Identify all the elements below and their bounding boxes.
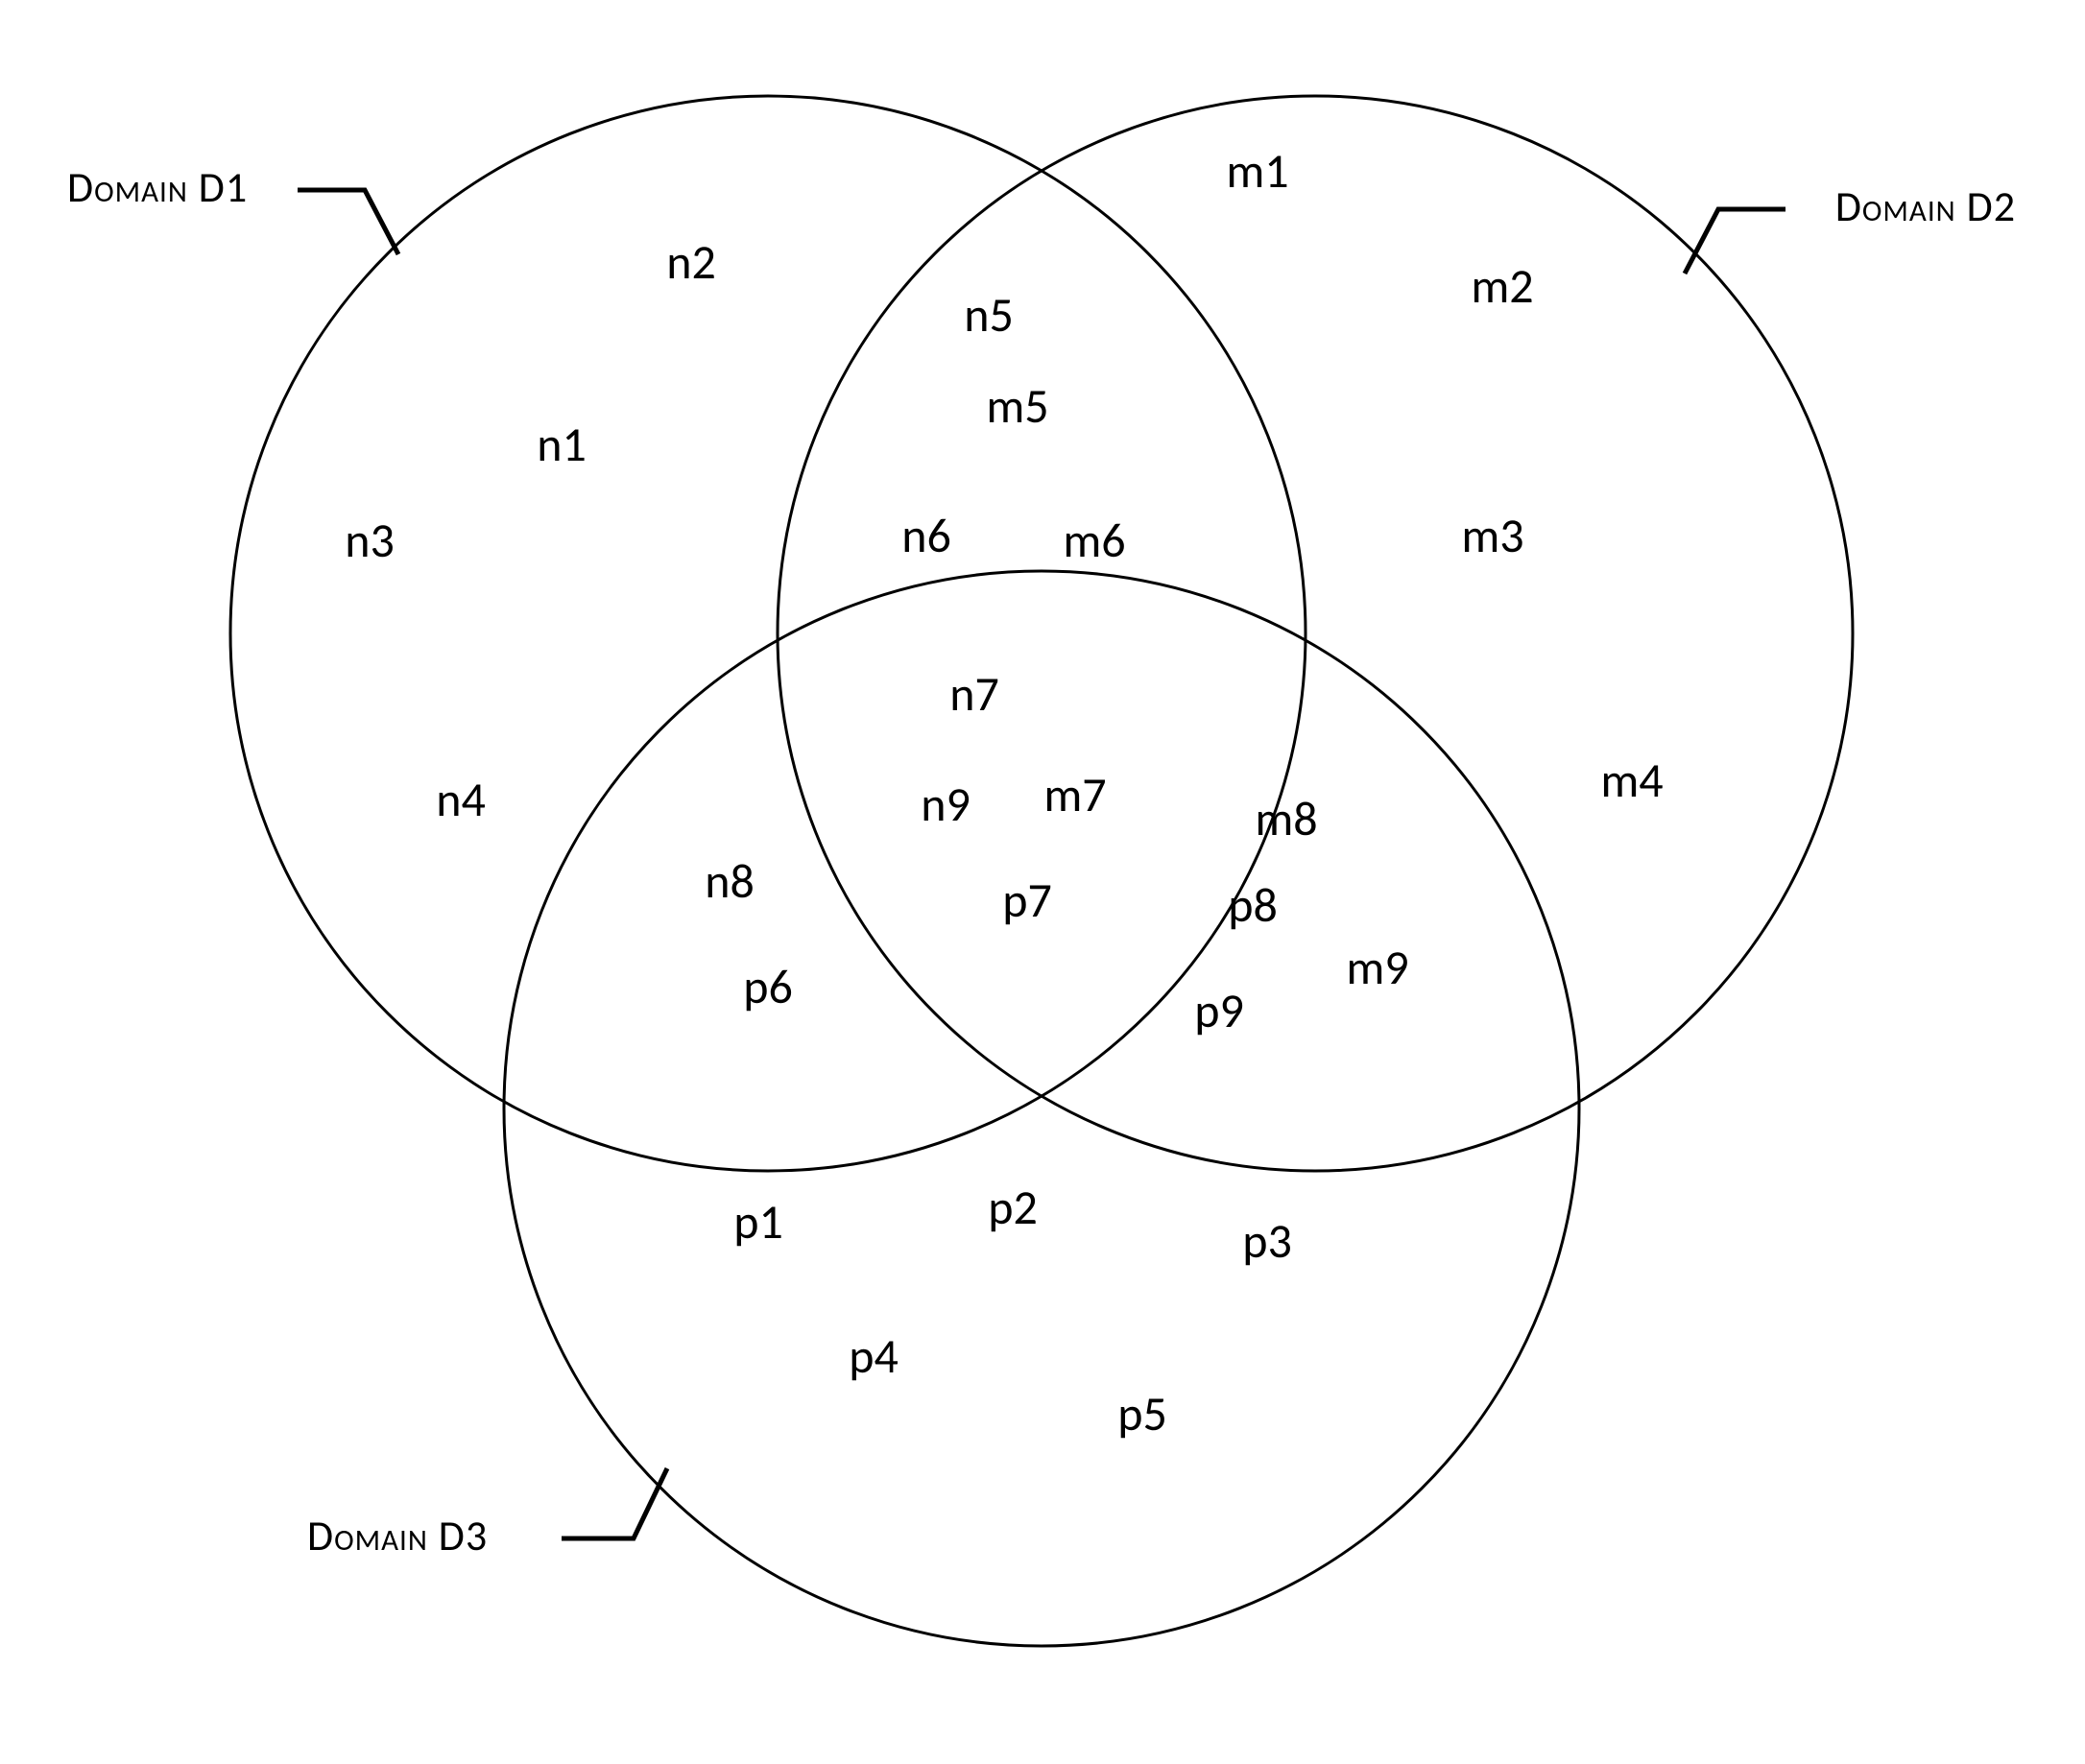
venn-item-p1: p1 — [733, 1193, 783, 1251]
venn-item-n3: n3 — [345, 512, 395, 570]
venn-item-p6: p6 — [743, 958, 793, 1016]
venn-circle-d3 — [504, 571, 1579, 1646]
venn-item-m4: m4 — [1600, 751, 1663, 810]
domain-label-d2: Domain D2 — [1835, 180, 2016, 232]
venn-item-n2: n2 — [666, 233, 716, 292]
venn-item-m7: m7 — [1043, 766, 1106, 824]
venn-item-n9: n9 — [921, 775, 971, 834]
callout-d2 — [1685, 209, 1785, 274]
venn-item-p5: p5 — [1117, 1385, 1167, 1443]
callout-d1 — [298, 190, 398, 254]
venn-item-p9: p9 — [1194, 982, 1244, 1040]
venn-item-p4: p4 — [849, 1327, 899, 1386]
venn-item-m5: m5 — [986, 377, 1048, 436]
venn-item-m8: m8 — [1255, 790, 1317, 848]
venn-item-p8: p8 — [1228, 876, 1278, 935]
venn-diagram: Domain D1 Domain D2 Domain D3 n1 n2 n3 n4 n5 n6 n… — [0, 0, 2085, 1764]
venn-item-p7: p7 — [1002, 871, 1052, 930]
domain-label-d1: Domain D1 — [67, 161, 248, 213]
venn-item-m9: m9 — [1346, 939, 1408, 997]
venn-item-p2: p2 — [988, 1179, 1038, 1237]
venn-item-n8: n8 — [705, 852, 755, 911]
venn-item-m3: m3 — [1461, 507, 1523, 565]
venn-item-n5: n5 — [964, 286, 1014, 345]
venn-item-n6: n6 — [901, 507, 951, 565]
domain-label-d3: Domain D3 — [307, 1510, 488, 1561]
venn-item-n7: n7 — [949, 665, 999, 724]
venn-item-m2: m2 — [1471, 257, 1533, 316]
venn-item-p3: p3 — [1242, 1212, 1292, 1271]
venn-item-m6: m6 — [1063, 512, 1125, 570]
venn-item-n4: n4 — [436, 771, 486, 829]
venn-item-m1: m1 — [1226, 142, 1288, 201]
venn-item-n1: n1 — [537, 416, 587, 474]
